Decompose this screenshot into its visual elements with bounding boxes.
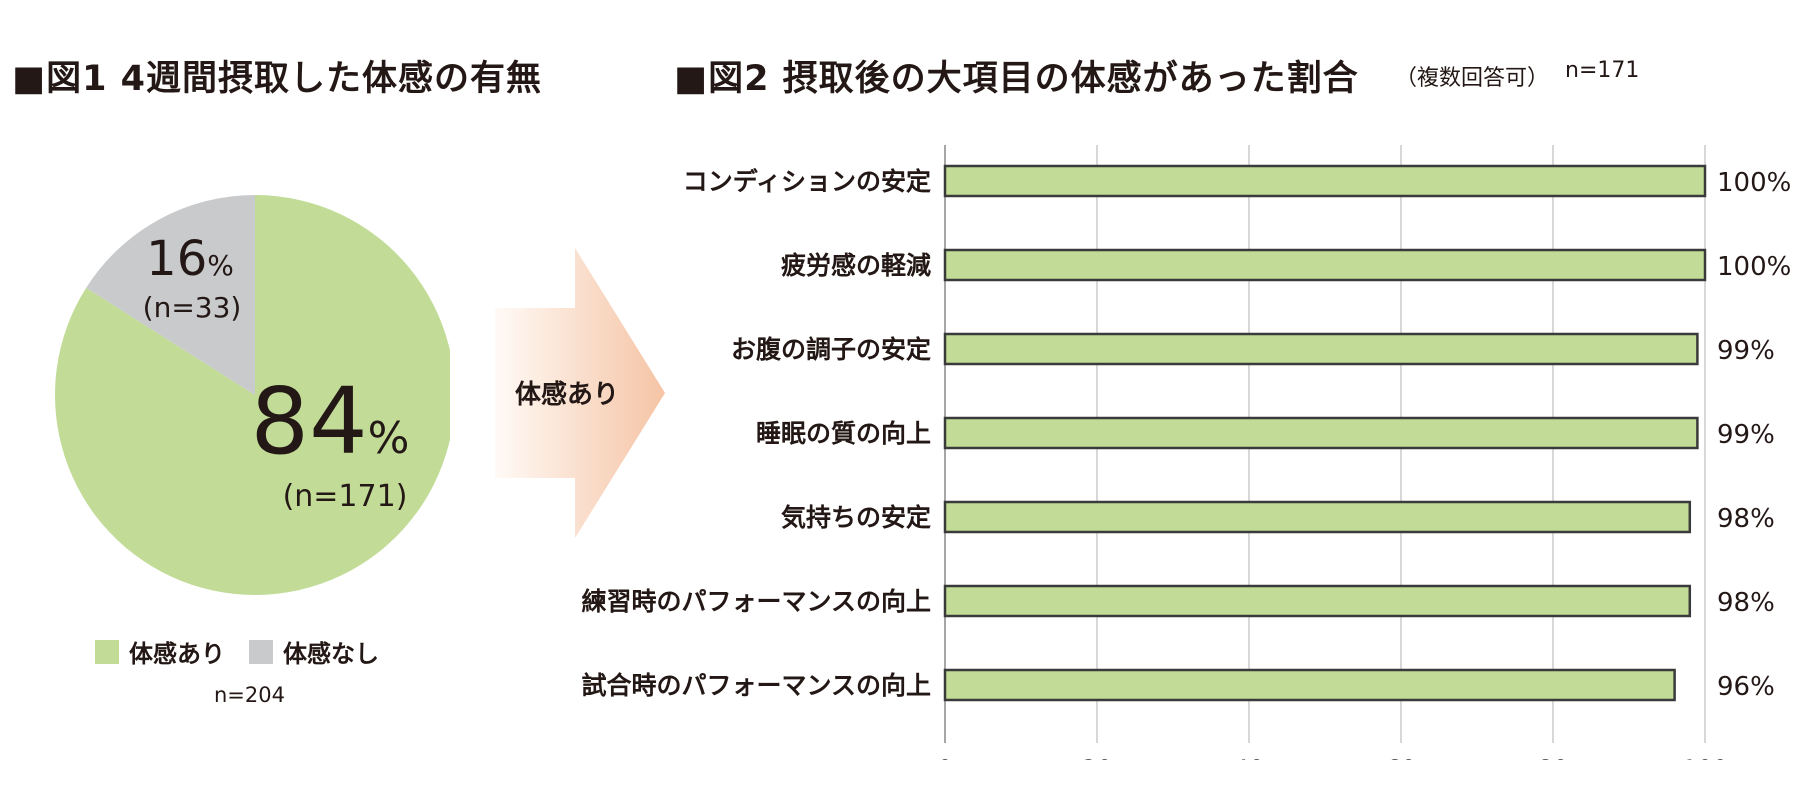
- category-labels: コンディションの安定疲労感の軽減お腹の調子の安定睡眠の質の向上気持ちの安定練習時…: [581, 167, 931, 700]
- x-tick-labels: 0 20 40 60 80 100: [937, 755, 1728, 760]
- bar: [943, 500, 1692, 534]
- figure2-n-label: n=171: [1565, 58, 1640, 83]
- category-label: 睡眠の質の向上: [756, 419, 931, 448]
- legend-item-no: 体感なし: [249, 634, 379, 669]
- pie-chart: 84% (n=171) 16% (n=33): [55, 195, 450, 595]
- x-tick-label: 60: [1386, 755, 1417, 760]
- pie-label-no-value: 16: [146, 231, 207, 287]
- pie-slice-no: [86, 195, 255, 395]
- pie-slice-yes: [55, 195, 450, 595]
- x-tick-label: 100: [1682, 755, 1728, 760]
- pie-legend: 体感あり 体感なし: [95, 634, 379, 669]
- pie-n-label: n=204: [214, 683, 285, 707]
- figure1-title: ■図1 4週間摂取した体感の有無: [12, 59, 542, 99]
- value-label: 98%: [1717, 504, 1775, 534]
- value-label: 96%: [1717, 672, 1775, 702]
- pie-label-no-percent: 16%: [146, 231, 234, 287]
- value-labels: 100% 100% 99% 99% 98% 98% 96%: [1717, 168, 1790, 702]
- bar: [943, 332, 1699, 366]
- category-label: 試合時のパフォーマンスの向上: [581, 671, 931, 700]
- pie-label-yes-unit: %: [368, 413, 410, 464]
- legend-swatch-no: [249, 639, 273, 664]
- bar: [943, 668, 1676, 702]
- pie-label-yes-count: (n=171): [283, 479, 408, 514]
- value-label: 99%: [1717, 336, 1775, 366]
- bar: [943, 416, 1699, 450]
- pie-label-no-unit: %: [207, 249, 234, 282]
- bar-series: [943, 164, 1707, 702]
- arrow-graphic: [495, 248, 665, 538]
- legend-swatch-yes: [95, 639, 119, 664]
- pie-label-yes-value: 84: [251, 368, 368, 475]
- pie-label-no-count: (n=33): [143, 291, 242, 324]
- category-label: 練習時のパフォーマンスの向上: [581, 587, 931, 616]
- legend-item-yes: 体感あり: [95, 634, 225, 669]
- x-tick-label: 20: [1082, 755, 1113, 760]
- category-label: 気持ちの安定: [781, 503, 931, 532]
- value-label: 100%: [1717, 168, 1790, 198]
- bar: [943, 248, 1707, 282]
- legend-label-yes: 体感あり: [129, 640, 225, 668]
- bar: [943, 584, 1692, 618]
- arrow-label: 体感あり: [515, 380, 620, 410]
- value-label: 100%: [1717, 252, 1790, 282]
- bar: [943, 164, 1707, 198]
- x-tick-label: 80: [1538, 755, 1569, 760]
- x-tick-label: 0: [937, 755, 952, 760]
- figure2-title: ■図2 摂取後の大項目の体感があった割合: [674, 59, 1359, 99]
- figure2-subtitle: （複数回答可）: [1395, 66, 1550, 91]
- pie-label-yes-percent: 84%: [251, 368, 410, 475]
- value-label: 99%: [1717, 420, 1775, 450]
- category-label: コンディションの安定: [683, 167, 931, 196]
- legend-label-no: 体感なし: [283, 640, 379, 668]
- category-label: 疲労感の軽減: [781, 251, 931, 280]
- bar-chart: コンディションの安定疲労感の軽減お腹の調子の安定睡眠の質の向上気持ちの安定練習時…: [581, 145, 1790, 760]
- value-label: 98%: [1717, 588, 1775, 618]
- category-label: お腹の調子の安定: [731, 335, 931, 364]
- x-tick-label: 40: [1234, 755, 1265, 760]
